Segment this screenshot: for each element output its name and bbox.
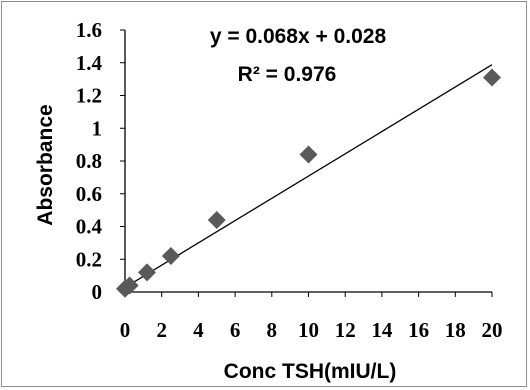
- y-tick-label: 0: [92, 280, 103, 304]
- x-tick-label: 0: [120, 318, 131, 342]
- x-tick-label: 16: [408, 318, 429, 342]
- y-tick-label: 0.6: [76, 182, 102, 206]
- x-tick-label: 10: [298, 318, 319, 342]
- data-point: [299, 145, 318, 164]
- data-point: [120, 276, 139, 295]
- r-squared-label: R² = 0.976: [238, 63, 337, 86]
- trendline-group: [124, 64, 493, 288]
- y-tick-label: 1.2: [76, 84, 102, 108]
- x-tick-label: 14: [371, 318, 393, 342]
- y-tick-label: 0.8: [76, 149, 102, 173]
- y-tick-label: 0.4: [76, 215, 103, 239]
- y-tick-label: 0.2: [76, 247, 102, 271]
- x-tick-label: 2: [156, 318, 167, 342]
- x-tick-label: 6: [230, 318, 241, 342]
- data-points: [116, 68, 501, 298]
- data-point: [161, 246, 180, 265]
- x-tick-label: 20: [482, 318, 503, 342]
- y-tick-label: 1: [92, 116, 103, 140]
- trendline: [124, 64, 493, 288]
- equation-label: y = 0.068x + 0.028: [210, 25, 387, 48]
- y-tick-label: 1.6: [76, 18, 102, 42]
- data-point: [138, 263, 157, 282]
- x-axis-title: Conc TSH(mIU/L): [224, 360, 397, 383]
- y-axis-title: Absorbance: [34, 104, 57, 225]
- y-tick-label: 1.4: [76, 51, 103, 75]
- x-tick-label: 4: [193, 318, 204, 342]
- data-point: [483, 68, 501, 87]
- x-tick-label: 12: [335, 318, 356, 342]
- x-tick-label: 18: [445, 318, 466, 342]
- ticks: 0 2 4 6 8 10 12 14 16 18 20 0 0.2 0.4 0.6 0.8 1 1.2 1.4 1.6: [76, 18, 503, 342]
- x-tick-label: 8: [267, 318, 278, 342]
- data-point: [207, 210, 226, 229]
